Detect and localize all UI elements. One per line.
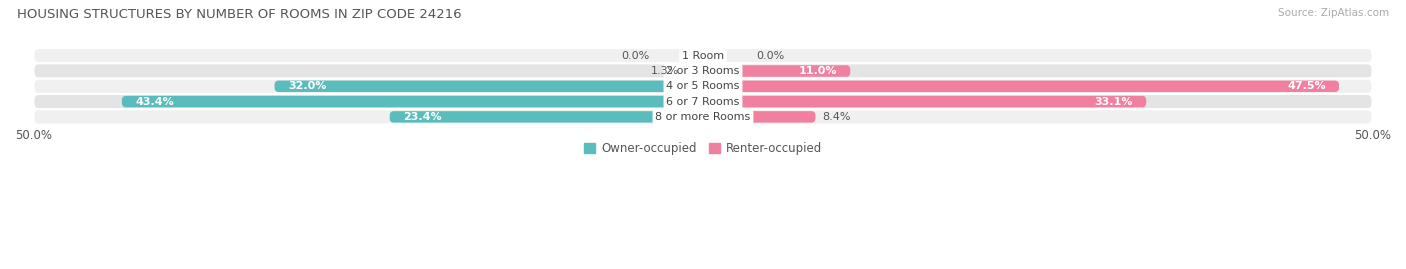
Text: 4 or 5 Rooms: 4 or 5 Rooms xyxy=(666,81,740,91)
Text: 8 or more Rooms: 8 or more Rooms xyxy=(655,112,751,122)
FancyBboxPatch shape xyxy=(34,48,1372,63)
FancyBboxPatch shape xyxy=(34,109,1372,125)
Text: 32.0%: 32.0% xyxy=(288,81,326,91)
FancyBboxPatch shape xyxy=(274,80,703,92)
Legend: Owner-occupied, Renter-occupied: Owner-occupied, Renter-occupied xyxy=(579,137,827,160)
Text: 1.3%: 1.3% xyxy=(651,66,679,76)
Text: 43.4%: 43.4% xyxy=(135,97,174,107)
Text: 0.0%: 0.0% xyxy=(756,51,785,61)
FancyBboxPatch shape xyxy=(686,65,703,77)
Text: 2 or 3 Rooms: 2 or 3 Rooms xyxy=(666,66,740,76)
Text: 0.0%: 0.0% xyxy=(621,51,650,61)
Text: Source: ZipAtlas.com: Source: ZipAtlas.com xyxy=(1278,8,1389,18)
FancyBboxPatch shape xyxy=(34,79,1372,94)
Text: HOUSING STRUCTURES BY NUMBER OF ROOMS IN ZIP CODE 24216: HOUSING STRUCTURES BY NUMBER OF ROOMS IN… xyxy=(17,8,461,21)
Text: 8.4%: 8.4% xyxy=(823,112,851,122)
Text: 23.4%: 23.4% xyxy=(404,112,441,122)
Text: 33.1%: 33.1% xyxy=(1094,97,1133,107)
FancyBboxPatch shape xyxy=(703,80,1339,92)
FancyBboxPatch shape xyxy=(703,111,815,123)
FancyBboxPatch shape xyxy=(703,96,1146,107)
Text: 1 Room: 1 Room xyxy=(682,51,724,61)
Text: 47.5%: 47.5% xyxy=(1286,81,1326,91)
FancyBboxPatch shape xyxy=(122,96,703,107)
FancyBboxPatch shape xyxy=(389,111,703,123)
Text: 6 or 7 Rooms: 6 or 7 Rooms xyxy=(666,97,740,107)
FancyBboxPatch shape xyxy=(34,94,1372,109)
FancyBboxPatch shape xyxy=(703,65,851,77)
FancyBboxPatch shape xyxy=(34,63,1372,79)
Text: 11.0%: 11.0% xyxy=(799,66,837,76)
